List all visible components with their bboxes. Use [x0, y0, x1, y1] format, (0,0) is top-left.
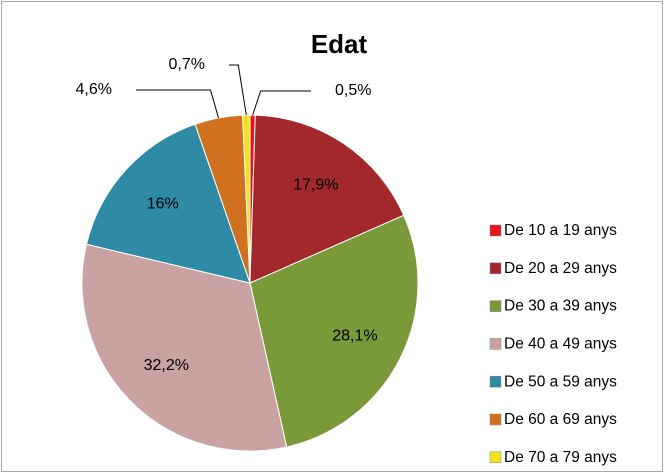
- legend-label: De 20 a 29 anys: [504, 260, 617, 277]
- pie-slice: [85, 123, 251, 284]
- data-label: 0,5%: [335, 82, 371, 99]
- legend-swatch: [489, 451, 502, 464]
- leader-line: [229, 64, 247, 116]
- legend-swatch: [489, 224, 502, 237]
- pie-slice: [81, 243, 288, 452]
- data-label: 0,7%: [169, 56, 205, 73]
- legend-label: De 70 a 79 anys: [504, 449, 617, 466]
- legend-swatch: [489, 413, 502, 426]
- data-label: 4,6%: [76, 81, 112, 98]
- leader-line: [252, 90, 311, 116]
- data-label: 17,9%: [293, 177, 338, 194]
- legend-label: De 10 a 19 anys: [504, 222, 617, 239]
- legend-swatch: [489, 262, 502, 275]
- pie-slice: [249, 214, 419, 448]
- legend-swatch: [489, 300, 502, 312]
- legend-label: De 50 a 59 anys: [504, 373, 617, 390]
- data-label: 16%: [147, 195, 179, 212]
- chart-title: Edat: [311, 29, 368, 59]
- legend-label: De 60 a 69 anys: [504, 411, 617, 428]
- leader-line: [136, 89, 220, 119]
- legend-label: De 40 a 49 anys: [504, 335, 617, 352]
- pie-slice: [249, 114, 405, 284]
- legend-swatch: [489, 338, 502, 350]
- legend-label: De 30 a 39 anys: [504, 298, 617, 315]
- data-label: 28,1%: [332, 327, 377, 344]
- data-label: 32,2%: [144, 357, 189, 374]
- legend-swatch: [489, 375, 502, 388]
